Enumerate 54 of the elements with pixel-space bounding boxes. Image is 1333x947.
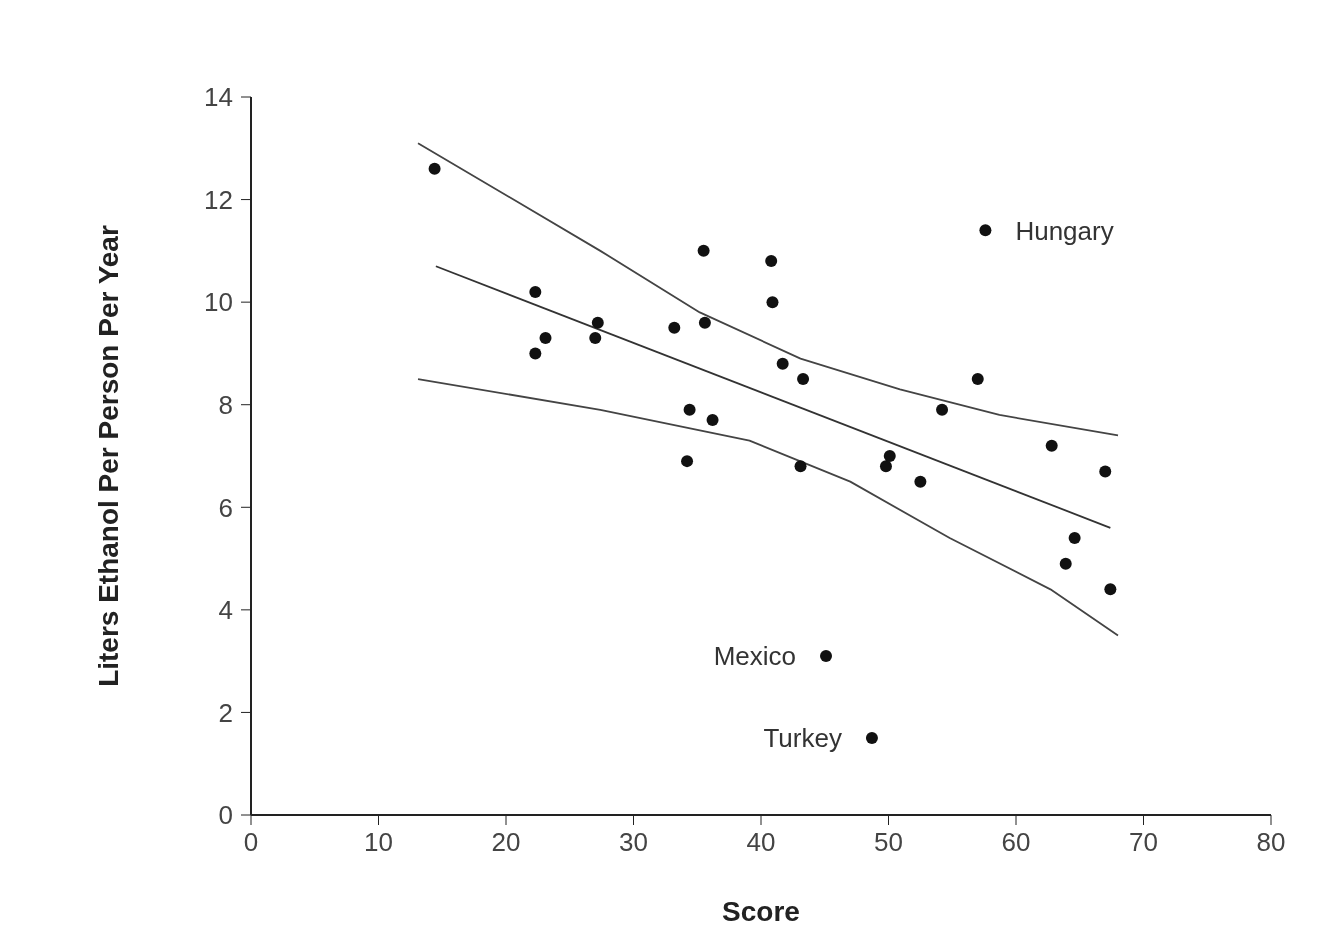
y-tick-label: 10 bbox=[204, 287, 233, 318]
point bbox=[914, 475, 927, 488]
x-tick-label: 40 bbox=[746, 827, 776, 858]
x-tick-label: 50 bbox=[874, 827, 903, 858]
point bbox=[681, 455, 694, 468]
point bbox=[706, 414, 719, 427]
y-tick-label: 2 bbox=[218, 697, 233, 728]
point bbox=[865, 732, 878, 745]
annotation: Turkey bbox=[763, 723, 842, 754]
point bbox=[879, 460, 892, 473]
x-tick-label: 30 bbox=[619, 827, 648, 858]
point bbox=[794, 460, 807, 473]
point bbox=[529, 285, 542, 298]
point bbox=[539, 332, 552, 345]
x-tick-label: 60 bbox=[1001, 827, 1031, 858]
point bbox=[1068, 532, 1081, 545]
point bbox=[979, 224, 992, 237]
point bbox=[668, 321, 681, 334]
point bbox=[766, 296, 779, 309]
annotation: Mexico bbox=[713, 641, 797, 672]
point bbox=[1045, 439, 1058, 452]
y-tick-label: 4 bbox=[218, 595, 233, 626]
annotation: Hungary bbox=[1015, 215, 1114, 246]
point bbox=[765, 255, 778, 268]
point bbox=[1104, 583, 1117, 596]
point bbox=[971, 373, 984, 386]
point bbox=[936, 403, 949, 416]
x-tick-label: 70 bbox=[1129, 827, 1158, 858]
y-tick-label: 12 bbox=[204, 184, 233, 215]
point bbox=[591, 316, 604, 329]
point bbox=[698, 316, 711, 329]
point bbox=[529, 347, 542, 360]
point bbox=[820, 650, 833, 663]
point bbox=[883, 450, 896, 462]
x-axis-title: Score bbox=[722, 896, 800, 927]
point bbox=[1059, 557, 1072, 570]
point bbox=[428, 162, 441, 175]
point bbox=[1099, 465, 1112, 478]
point bbox=[776, 357, 789, 370]
line-series bbox=[417, 378, 1119, 637]
x-tick-label: 10 bbox=[364, 827, 393, 858]
y-tick-label: 6 bbox=[218, 492, 233, 523]
point bbox=[697, 244, 710, 257]
x-tick-label: 80 bbox=[1256, 827, 1286, 858]
point bbox=[589, 332, 602, 345]
y-tick-label: 14 bbox=[204, 82, 233, 113]
line-series bbox=[417, 142, 1119, 437]
y-tick-label: 0 bbox=[218, 800, 233, 831]
point bbox=[797, 373, 810, 386]
y-tick-label: 8 bbox=[218, 389, 233, 420]
x-tick-label: 0 bbox=[243, 827, 259, 858]
x-tick-label: 20 bbox=[491, 827, 521, 858]
y-axis-title: Liters Ethanol Per Person Per Year bbox=[92, 225, 124, 687]
point bbox=[683, 403, 696, 416]
